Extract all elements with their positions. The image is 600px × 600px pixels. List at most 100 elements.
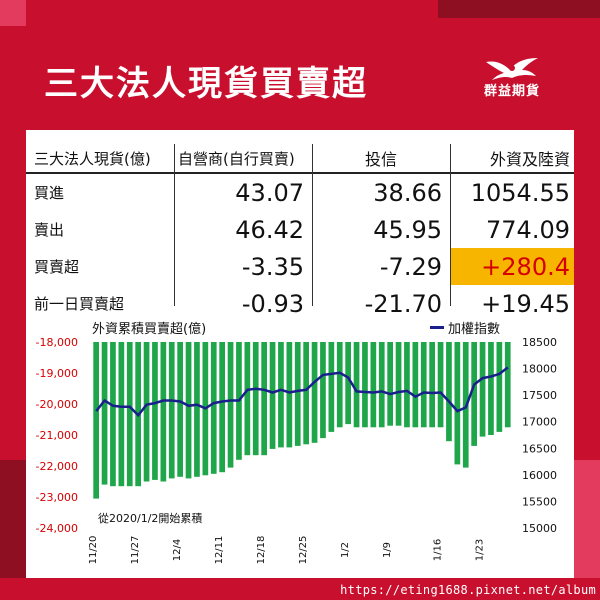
right-axis-tick-label: 16000 [522,469,557,482]
left-axis-tick-label: -18,000 [36,336,78,349]
x-axis-tick-label: 11/20 [88,536,99,565]
x-axis-tick-label: 11/27 [130,536,141,565]
row-label: 買進 [34,184,65,202]
table-cell: +19.45 [481,289,570,318]
column-header: 投信 [364,150,397,169]
table-cell: 45.95 [373,215,442,244]
left-axis-tick-label: -19,000 [36,367,78,380]
chart-area: -18,000 -19,000 -20,000 -21,000 -22,000 -23,0… [26,318,574,576]
x-axis-tick-label: 12/4 [172,539,183,561]
x-axis-tick-label: 12/25 [298,536,309,565]
page-title: 三大法人現貨買賣超 [44,64,368,104]
brand-logo: 群益期貨 [472,56,552,100]
column-header: 三大法人現貨(億) [34,149,151,168]
bar [429,342,435,428]
bar [378,342,385,428]
bar [504,342,511,428]
row-label: 賣出 [34,221,65,239]
chart-legend: 加權指數 [430,318,500,337]
bar [412,342,419,428]
bar [328,342,335,432]
column-divider [450,144,451,306]
bar [479,342,486,437]
bar [219,342,225,473]
bar [471,342,477,446]
bar [152,342,158,480]
bar [101,342,108,485]
bar [143,342,150,482]
left-axis-tick-label: -21,000 [36,429,78,442]
bar [370,342,377,428]
bar [185,342,192,479]
x-axis-tick-label: 12/18 [256,536,267,565]
bar [353,342,360,428]
bar [294,342,301,446]
table-cell: 1054.55 [470,178,570,207]
corner-decoration [0,0,26,26]
bar [395,342,402,426]
table-header-row: 三大法人現貨(億) 自營商(自行買賣) 投信 外資及陸資 [26,144,574,174]
table-cell: 43.07 [235,178,304,207]
x-axis-tick-label: 1/2 [340,542,351,558]
bar [362,342,368,428]
bar [168,342,175,479]
column-divider [312,144,313,306]
row-label: 買賣超 [34,258,80,276]
table-row: 買進 43.07 38.66 1054.55 [26,174,574,211]
bar [110,342,116,487]
content-panel: 三大法人現貨(億) 自營商(自行買賣) 投信 外資及陸資 買進 43.07 38… [26,130,574,578]
column-header: 外資及陸資 [489,150,570,169]
index-series-line [95,366,509,418]
corner-decoration [0,460,26,578]
bar [269,342,276,449]
legend-swatch [430,326,444,329]
bar [311,342,318,443]
bar [454,342,461,465]
bar [177,342,183,477]
table-row: 買賣超 -3.35 -7.29 +280.4 [26,248,574,285]
corner-decoration [574,460,600,578]
x-axis-tick-label: 1/23 [475,539,486,561]
right-axis-tick-label: 17500 [522,389,557,402]
bar [244,342,251,456]
bar [320,342,326,439]
source-url: https://eting1688.pixnet.net/album [340,583,596,597]
x-axis-tick-label: 1/16 [433,539,444,561]
bar [261,342,267,456]
bar [194,342,200,477]
right-axis-tick-label: 18000 [522,363,557,376]
left-axis-tick-label: -22,000 [36,460,78,473]
bar [404,342,410,428]
legend-label: 加權指數 [448,322,501,337]
table-cell: -7.29 [379,252,442,281]
bar [437,342,444,428]
x-axis-tick-label: 12/11 [214,536,225,565]
column-header: 自營商(自行買賣) [178,149,295,168]
bar [420,342,427,428]
bar [118,342,125,487]
right-axis-tick-label: 16500 [522,442,557,455]
chart-title: 外資累積買賣超(億) [92,322,207,337]
combo-chart: -18,000 -19,000 -20,000 -21,000 -22,000 -23,0… [36,336,557,565]
left-axis-tick-label: -24,000 [36,522,78,535]
right-axis-tick-label: 15500 [522,495,557,508]
bar [286,342,293,448]
x-axis-tick-label: 1/9 [382,542,393,558]
right-axis-tick-label: 17000 [522,416,557,429]
chart-footnote: 從2020/1/2開始累積 [98,512,203,525]
bar [252,342,259,456]
bar [496,342,503,432]
bar [488,342,494,435]
table-cell: 38.66 [373,178,442,207]
bar [160,342,167,482]
table-cell: -3.35 [241,252,304,281]
table-cell: 774.09 [486,215,570,244]
logo-text: 群益期貨 [483,84,540,99]
bar [345,342,351,425]
summary-table: 三大法人現貨(億) 自營商(自行買賣) 投信 外資及陸資 買進 43.07 38… [26,144,574,322]
table-row: 前一日買賣超 -0.93 -21.70 +19.45 [26,285,574,322]
table-cell: 46.42 [235,215,304,244]
table-cell: -0.93 [241,289,304,318]
bar [126,342,133,487]
